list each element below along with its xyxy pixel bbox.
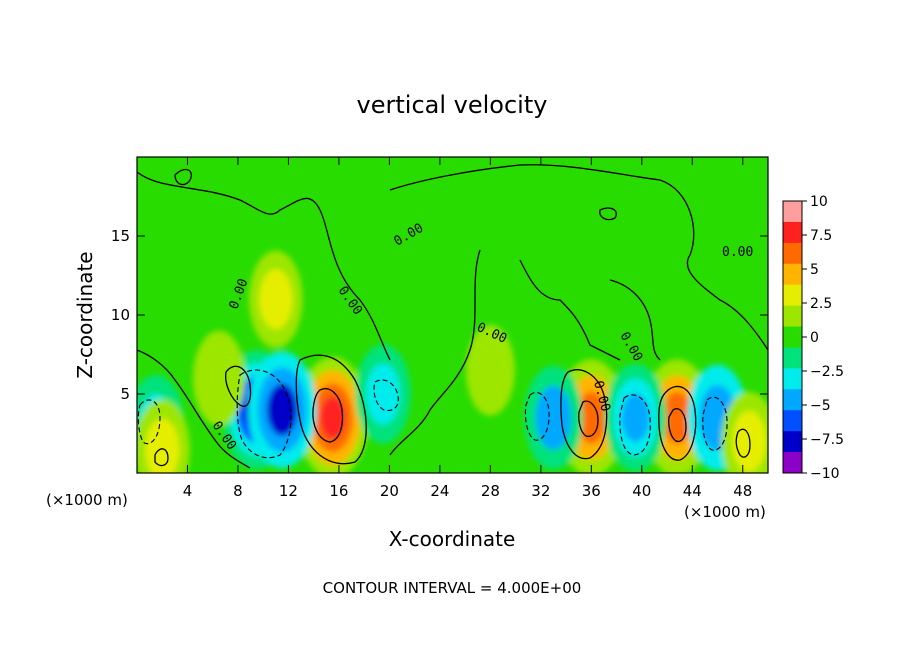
colorbar-swatch [783, 263, 802, 286]
contour-line-dashed [236, 369, 292, 459]
contour-line [609, 279, 661, 361]
y-tick-label: 5 [120, 385, 130, 403]
x-tick-label: 28 [481, 482, 500, 500]
velocity-cell [145, 418, 180, 473]
velocity-cell [193, 330, 246, 426]
colorbar-tick-label: −5 [810, 398, 831, 414]
contour-line [225, 365, 252, 407]
x-axis: 4 8 12 16 20 24 28 32 36 40 44 48 [183, 157, 752, 500]
colorbar-tick-label: 10 [810, 194, 828, 210]
x-tick-label: 4 [183, 482, 193, 500]
velocity-cell [621, 393, 650, 442]
contour-line [137, 349, 251, 469]
contour-line [137, 171, 391, 361]
velocity-cell [320, 396, 345, 439]
velocity-cell [732, 410, 767, 472]
colorbar-swatch [783, 326, 802, 348]
x-tick-label: 32 [531, 482, 550, 500]
colorbar-swatch [783, 221, 802, 244]
y-tick-label: 10 [111, 306, 130, 324]
contour-line [560, 369, 608, 460]
plot-area: 0.00 0.00 0.00 0.00 0.00 0.00 0.00 0.00 [137, 157, 768, 473]
contour-line [578, 400, 599, 438]
contour-line [389, 249, 481, 456]
contour-line [154, 448, 169, 467]
contour-line [519, 259, 621, 361]
velocity-cell [576, 391, 607, 444]
contour-line-dashed [137, 399, 161, 445]
colorbar: 10 7.5 5 2.5 0 −2.5 −5 −7.5 −10 [782, 194, 844, 482]
colorbar-tick-label: 0 [810, 330, 819, 346]
colorbar-swatch [783, 389, 802, 411]
colorbar-tick-label: 5 [810, 262, 819, 278]
contour-interval-note: CONTOUR INTERVAL = 4.000E+00 [323, 579, 582, 597]
x-tick-label: 44 [683, 482, 702, 500]
x-tick-label: 12 [279, 482, 298, 500]
velocity-cell [259, 269, 293, 330]
contour-line [599, 207, 617, 221]
colorbar-swatch [783, 410, 802, 432]
x-tick-label: 40 [632, 482, 651, 500]
colorbar-swatch [783, 368, 802, 390]
x-tick-label: 36 [582, 482, 601, 500]
colorbar-swatch [783, 452, 802, 474]
velocity-cell [465, 325, 515, 416]
contour-line [668, 408, 687, 443]
contour-line [312, 388, 344, 443]
colorbar-tick-label: −7.5 [810, 432, 844, 448]
y-axis: 5 10 15 [111, 227, 768, 403]
contour-line-dashed [524, 391, 550, 441]
contour-label: 0.00 [722, 245, 753, 260]
colorbar-tick-label: 2.5 [810, 296, 832, 312]
x-tick-label: 8 [233, 482, 243, 500]
x-tick-label: 24 [430, 482, 449, 500]
colorbar-swatch [783, 201, 802, 223]
y-axis-label: Z-coordinate [73, 251, 97, 378]
colorbar-tick-label: −10 [810, 466, 840, 482]
contour-line [295, 354, 367, 465]
colorbar-swatch [783, 347, 802, 369]
contour-line [389, 164, 768, 351]
velocity-cell [535, 385, 572, 450]
x-tick-label: 16 [329, 482, 348, 500]
contour-line [658, 385, 697, 461]
x-tick-label: 48 [733, 482, 752, 500]
velocity-field [137, 250, 768, 473]
chart-title: vertical velocity [357, 91, 548, 119]
colorbar-swatch [783, 284, 802, 307]
contour-line [735, 428, 751, 458]
contour-line-dashed [619, 394, 651, 456]
x-axis-label: X-coordinate [389, 527, 516, 551]
velocity-cell [267, 383, 298, 436]
y-tick-label: 15 [111, 227, 130, 245]
velocity-cell [366, 363, 401, 425]
colorbar-swatch [783, 431, 802, 453]
colorbar-tick-label: 7.5 [810, 228, 832, 244]
x-unit-left: (×1000 m) [46, 491, 128, 509]
x-unit-right: (×1000 m) [684, 503, 766, 521]
contour-line [174, 168, 192, 186]
colorbar-tick-label: −2.5 [810, 364, 844, 380]
contour-lines [137, 164, 768, 469]
x-tick-label: 20 [380, 482, 399, 500]
colorbar-swatch [783, 305, 802, 328]
colorbar-swatch [783, 242, 802, 265]
negative-contours [137, 369, 728, 459]
